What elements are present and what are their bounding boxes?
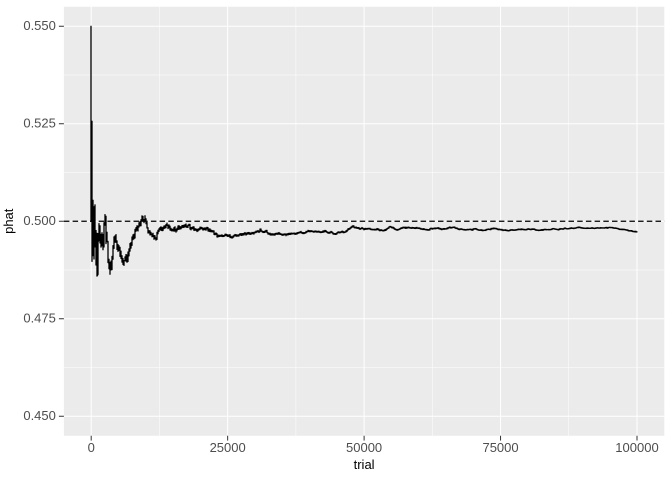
- svg-text:25000: 25000: [210, 440, 246, 455]
- svg-text:phat: phat: [1, 208, 16, 234]
- svg-text:0.525: 0.525: [23, 115, 56, 130]
- svg-text:75000: 75000: [482, 440, 518, 455]
- svg-text:50000: 50000: [346, 440, 382, 455]
- svg-text:100000: 100000: [615, 440, 658, 455]
- svg-text:0.550: 0.550: [23, 18, 56, 33]
- svg-text:0.475: 0.475: [23, 310, 56, 325]
- svg-text:0.500: 0.500: [23, 213, 56, 228]
- svg-text:0.450: 0.450: [23, 408, 56, 423]
- svg-text:0: 0: [88, 440, 95, 455]
- svg-text:trial: trial: [354, 457, 375, 472]
